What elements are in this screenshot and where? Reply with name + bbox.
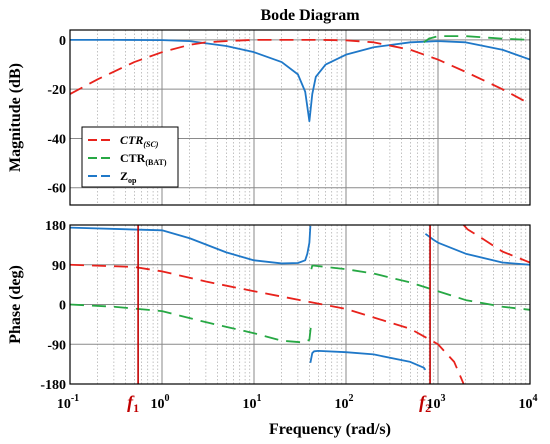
y-tick-label: -40 xyxy=(47,132,66,147)
x-ticks: 10-1 100 101 102 103 104 xyxy=(57,393,538,412)
legend-label-ctr-bat: CTR(BAT) xyxy=(120,151,167,167)
series-line-ctr-bat xyxy=(70,303,313,344)
y-tick-label: -20 xyxy=(47,83,66,98)
magnitude-plot-frame xyxy=(69,29,531,206)
phase-plot-frame xyxy=(69,224,531,385)
y-tick-label: -90 xyxy=(47,338,66,353)
marker-label: f1 xyxy=(127,392,139,415)
x-tick-label: 100 xyxy=(151,393,170,412)
x-tick-label: 103 xyxy=(427,393,446,412)
magnitude-y-ticks: 0 -20 -40 -60 xyxy=(47,34,66,197)
series-line-ctr-sc xyxy=(462,225,530,264)
magnitude-y-label: Magnitude (dB) xyxy=(7,63,24,172)
x-tick-label: 102 xyxy=(335,393,354,412)
frequency-markers: f1 f2 xyxy=(127,225,431,415)
phase-series xyxy=(70,225,530,384)
magnitude-series xyxy=(70,35,530,123)
series-line-zop xyxy=(70,38,530,123)
y-tick-label: 0 xyxy=(59,299,66,314)
y-tick-label: 0 xyxy=(59,34,66,49)
series-line-ctr-bat xyxy=(310,264,530,311)
phase-y-label: Phase (deg) xyxy=(7,265,24,344)
y-tick-label: 90 xyxy=(52,259,66,274)
marker-label: f2 xyxy=(419,392,431,415)
y-tick-label: 180 xyxy=(45,219,66,234)
y-tick-label: -180 xyxy=(40,378,66,393)
series-line-ctr-bat xyxy=(423,35,530,44)
series-line-zop xyxy=(70,225,312,265)
chart-title: Bode Diagram xyxy=(260,7,360,24)
series-line-zop xyxy=(309,349,427,371)
series-line-zop xyxy=(424,233,530,266)
phase-grid xyxy=(69,224,530,385)
legend-box xyxy=(81,126,179,188)
magnitude-grid xyxy=(69,30,530,205)
x-axis-label: Frequency (rad/s) xyxy=(269,421,391,438)
legend-label-zop: Zop xyxy=(120,169,137,185)
x-tick-label: 101 xyxy=(243,393,262,412)
series-line-ctr-sc xyxy=(70,263,465,384)
legend-label-ctr-sc: CTR(SC) xyxy=(120,133,159,149)
legend: CTR(SC) CTR(BAT) Zop xyxy=(81,126,179,188)
y-tick-label: -60 xyxy=(47,182,66,197)
x-tick-label: 10-1 xyxy=(57,393,79,412)
series-line-ctr-sc xyxy=(70,38,530,105)
x-tick-label: 104 xyxy=(519,393,538,412)
phase-y-ticks: 180 90 0 -90 -180 xyxy=(40,219,66,393)
